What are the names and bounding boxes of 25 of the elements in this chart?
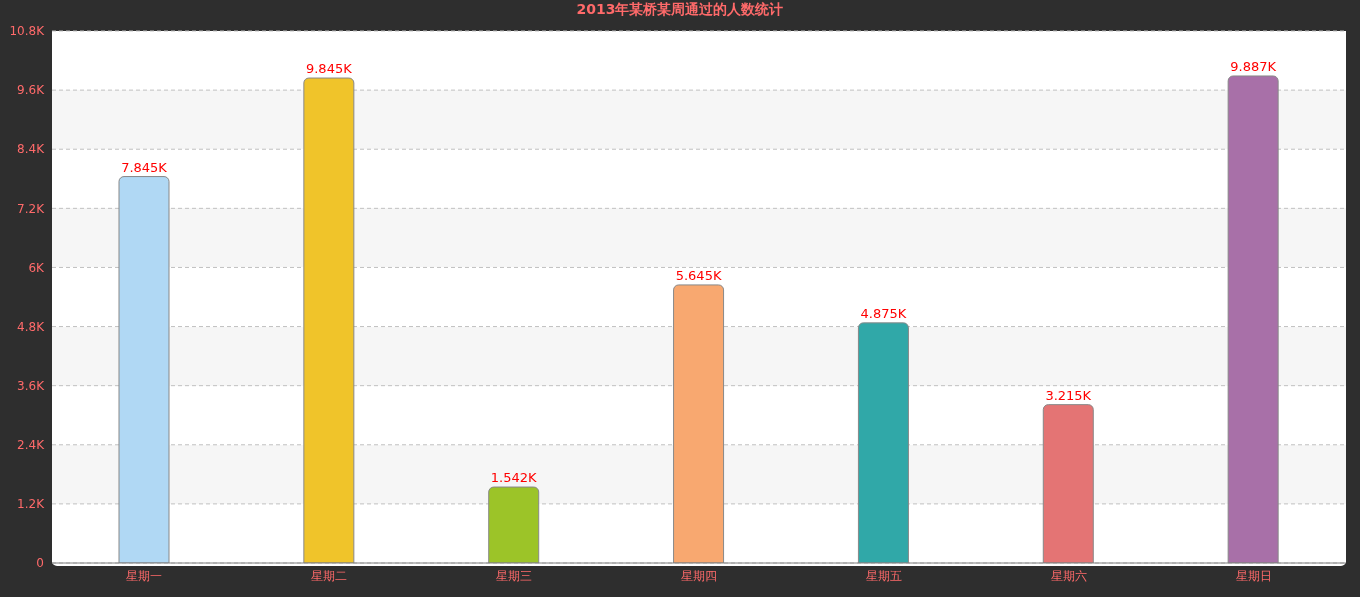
y-tick-label: 7.2K (17, 201, 46, 216)
y-tick-label: 2.4K (17, 438, 46, 453)
y-tick-label: 0 (36, 556, 44, 571)
x-tick-label: 星期二 (311, 568, 348, 583)
x-tick-label: 星期一 (126, 568, 163, 583)
y-tick-label: 8.4K (17, 142, 46, 157)
data-label: 9.845K (305, 61, 353, 77)
y-tick-label: 9.6K (17, 83, 46, 98)
y-tick-label: 10.8K (9, 24, 46, 39)
y-tick-label: 3.6K (17, 378, 46, 393)
x-tick-label: 星期三 (496, 568, 533, 583)
data-label: 3.215K (1045, 387, 1092, 403)
data-label: 7.845K (121, 159, 168, 175)
x-tick-label: 星期四 (681, 568, 717, 583)
chart-title: 2013年某桥某周通过的人数统计 (575, 1, 785, 19)
y-tick-label: 1.2K (17, 497, 46, 512)
data-label: 9.887K (1230, 58, 1277, 74)
data-label: 5.645K (675, 267, 722, 283)
x-tick-label: 星期日 (1235, 568, 1272, 583)
x-tick-label: 星期五 (865, 568, 902, 583)
y-tick-label: 6K (28, 260, 46, 275)
x-tick-label: 星期六 (1050, 568, 1087, 583)
y-tick-label: 4.8K (17, 319, 46, 334)
data-label: 1.542K (490, 470, 538, 486)
data-label: 4.875K (860, 305, 907, 321)
